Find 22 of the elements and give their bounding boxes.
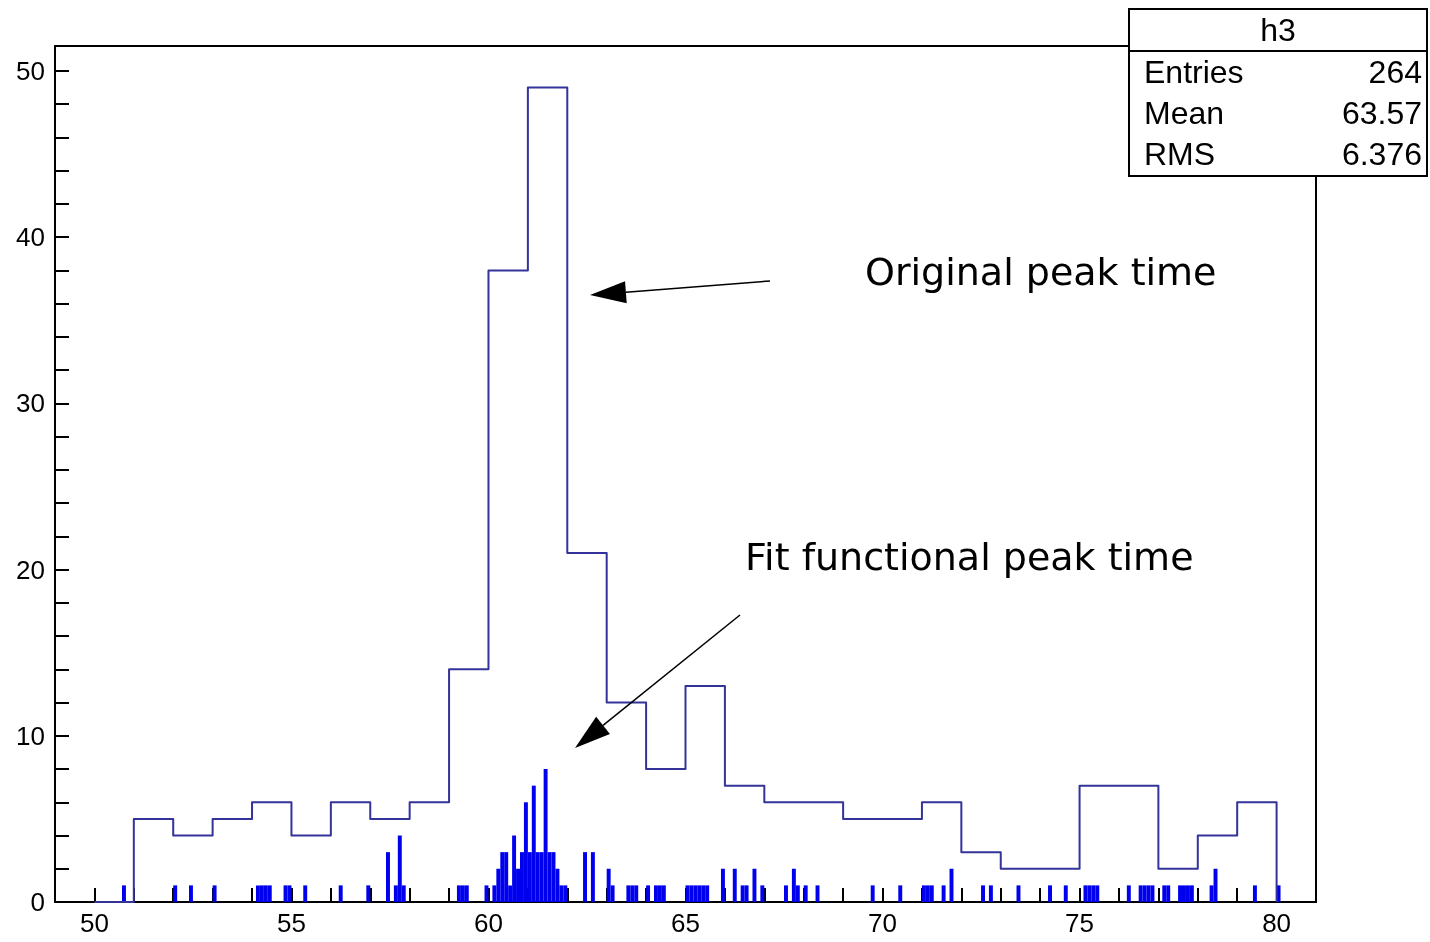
text: 63.57 <box>1341 94 1422 133</box>
annotation: Original peak time <box>865 250 1217 294</box>
annotation: h3 <box>1130 10 1426 52</box>
x-tick-label: 65 <box>671 908 700 938</box>
y-tick-label: 20 <box>16 554 45 585</box>
y-tick-label: 10 <box>16 720 45 751</box>
x-tick-label: 60 <box>474 908 503 938</box>
x-tick-label: 75 <box>1065 908 1095 938</box>
y-tick-label: 50 <box>16 55 45 86</box>
text: 264 <box>1368 53 1422 92</box>
text: 6.376 <box>1341 135 1422 174</box>
annotation: Mean <box>1144 94 1225 133</box>
y-tick-label: 0 <box>30 887 45 917</box>
annotation: Fit functional peak time <box>745 535 1194 579</box>
x-tick-label: 80 <box>1262 908 1292 938</box>
x-tick-label: 70 <box>868 908 897 938</box>
x-tick-label: 50 <box>79 908 109 938</box>
y-tick-label: 30 <box>16 388 45 419</box>
y-tick-label: 40 <box>16 222 45 253</box>
annotation: RMS <box>1144 135 1216 174</box>
x-tick-label: 55 <box>276 908 306 938</box>
annotation: Entries <box>1144 53 1244 92</box>
